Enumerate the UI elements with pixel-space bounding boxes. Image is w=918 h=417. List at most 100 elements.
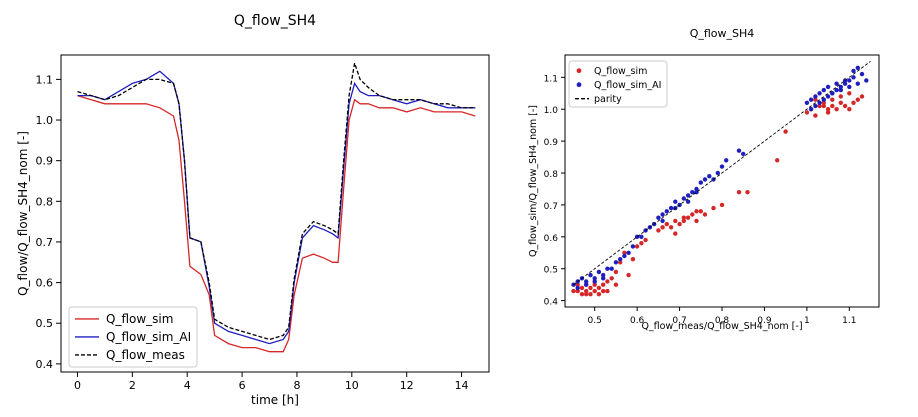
- legend-box: [68, 306, 198, 368]
- scatter-point-q-flow-sim-ai: [588, 272, 593, 278]
- legend-label: Q_flow_sim: [106, 312, 173, 326]
- legend-box: [568, 60, 668, 108]
- scatter-point-q-flow-sim-ai: [855, 81, 860, 86]
- scatter-point-q-flow-sim: [622, 250, 627, 255]
- x-axis-label: Q_flow_meas/Q_flow_SH4_nom [-]: [641, 321, 802, 332]
- scatter-point-q-flow-sim: [830, 103, 835, 109]
- scatter-point-q-flow-sim: [804, 110, 810, 115]
- y-tick-label: 0.6: [36, 277, 54, 290]
- scatter-point-q-flow-sim: [711, 205, 716, 211]
- scatter-point-q-flow-sim: [596, 292, 602, 297]
- scatter-point-q-flow-sim-ai: [842, 81, 848, 86]
- scatter-point-q-flow-sim-ai: [834, 87, 839, 93]
- scatter-point-q-flow-sim: [579, 285, 585, 291]
- scatter-point-q-flow-sim-ai: [707, 174, 712, 179]
- scatter-point-q-flow-sim: [634, 244, 640, 249]
- scatter-point-q-flow-sim-ai: [609, 266, 614, 271]
- parity-line: [573, 61, 871, 286]
- scatter-point-q-flow-sim-ai: [838, 84, 843, 90]
- series-line-q-flow-sim: [77, 94, 476, 353]
- scatter-point-q-flow-sim-ai: [575, 285, 580, 291]
- scatter-point-q-flow-sim: [825, 107, 831, 112]
- x-tick-label: 0.8: [715, 316, 730, 326]
- scatter-point-q-flow-sim: [834, 107, 839, 112]
- scatter-point-q-flow-sim: [575, 288, 580, 294]
- legend: Q_flow_sim Q_flow_sim_AI Q_flow_meas: [68, 306, 198, 368]
- scatter-point-q-flow-sim-ai: [859, 71, 865, 77]
- scatter-point-q-flow-sim-ai: [622, 253, 627, 259]
- x-tick-label: 4: [184, 379, 191, 392]
- x-tick-label: 1.1: [842, 316, 856, 326]
- scatter-point-q-flow-sim: [605, 288, 610, 294]
- scatter-point-q-flow-sim-ai: [656, 215, 661, 220]
- scatter-point-q-flow-sim: [613, 269, 619, 275]
- legend-swatch: [576, 68, 582, 74]
- scatter-point-q-flow-sim-ai: [592, 279, 597, 284]
- legend-label: Q_flow_meas: [106, 348, 185, 362]
- scatter-point-q-flow-sim-ai: [830, 91, 835, 96]
- scatter-point-q-flow-sim-ai: [601, 272, 606, 278]
- scatter-point-q-flow-sim-ai: [847, 84, 852, 90]
- scatter-point-q-flow-sim-ai: [685, 199, 691, 204]
- y-tick-label: 0.8: [544, 170, 559, 180]
- scatter-point-q-flow-sim-ai: [605, 266, 610, 271]
- scatter-point-q-flow-sim: [592, 282, 597, 287]
- x-tick-label: 2: [129, 379, 136, 392]
- y-tick-label: 0.9: [36, 155, 54, 168]
- scatter-point-q-flow-sim-ai: [724, 158, 729, 163]
- scatter-point-q-flow-sim: [588, 292, 593, 297]
- y-tick-label: 0.4: [36, 358, 54, 371]
- scatter-point-q-flow-sim-ai: [673, 199, 678, 204]
- scatter-point-q-flow-sim-ai: [817, 91, 822, 96]
- scatter-point-q-flow-sim: [821, 100, 826, 106]
- scatter-point-q-flow-sim: [639, 241, 644, 246]
- x-tick-label: 1: [804, 316, 810, 326]
- plot-area: [77, 62, 476, 353]
- series-line-q-flow-meas: [77, 62, 476, 341]
- scatter-point-q-flow-sim-ai: [690, 190, 695, 195]
- plot-area: [571, 61, 871, 297]
- scatter-point-q-flow-sim-ai: [668, 205, 674, 211]
- scatter-point-q-flow-sim-ai: [825, 84, 831, 90]
- scatter-point-q-flow-sim: [592, 288, 597, 294]
- scatter-point-q-flow-sim: [584, 288, 589, 294]
- scatter-point-q-flow-sim-ai: [855, 65, 860, 71]
- series-line-q-flow-sim-ai: [77, 70, 476, 345]
- scatter-point-q-flow-sim-ai: [851, 75, 856, 80]
- y-tick-label: 0.7: [36, 236, 54, 249]
- y-axis-label: Q_flow/Q_flow_SH4_nom [-]: [16, 131, 30, 296]
- y-tick-label: 1.1: [544, 74, 558, 84]
- scatter-point-q-flow-sim: [601, 282, 606, 287]
- scatter-point-q-flow-sim-ai: [626, 250, 631, 255]
- scatter-point-q-flow-sim: [681, 218, 686, 224]
- scatter-point-q-flow-sim-ai: [847, 78, 852, 83]
- scatter-point-q-flow-sim: [694, 218, 699, 224]
- scatter-point-q-flow-sim: [702, 212, 708, 217]
- y-tick-label: 1.0: [36, 114, 54, 127]
- legend-label: Q_flow_sim_AI: [594, 80, 661, 91]
- scatter-point-q-flow-sim: [813, 113, 818, 118]
- scatter-point-q-flow-sim: [736, 190, 742, 195]
- x-tick-label: 0.7: [672, 316, 686, 326]
- y-axis-label: Q_flow_sim/Q_flow_SH4_nom [-]: [528, 105, 539, 257]
- chart-2: Q_flow_SH4 0.5 0.6 0.7 0.8 0.9 1 1.1 0.4 0.5 0.6 0.…: [528, 27, 880, 332]
- x-tick-label: 10: [345, 379, 359, 392]
- scatter-point-q-flow-sim: [681, 215, 686, 220]
- y-tick-label: 1.0: [544, 106, 559, 116]
- scatter-point-q-flow-sim: [859, 94, 865, 99]
- scatter-point-q-flow-sim-ai: [808, 107, 814, 112]
- x-tick-label: 0: [74, 379, 81, 392]
- scatter-point-q-flow-sim-ai: [719, 164, 725, 169]
- scatter-point-q-flow-sim-ai: [592, 276, 597, 281]
- scatter-point-q-flow-sim-ai: [821, 97, 826, 102]
- scatter-point-q-flow-sim: [601, 288, 606, 294]
- scatter-point-q-flow-sim-ai: [702, 177, 708, 182]
- scatter-point-q-flow-sim: [698, 209, 703, 214]
- scatter-point-q-flow-sim: [838, 94, 843, 99]
- scatter-point-q-flow-sim-ai: [630, 244, 636, 249]
- legend-label: parity: [594, 94, 622, 105]
- scatter-point-q-flow-sim-ai: [660, 212, 665, 217]
- scatter-point-q-flow-sim-ai: [834, 81, 839, 86]
- scatter-point-q-flow-sim: [847, 91, 852, 96]
